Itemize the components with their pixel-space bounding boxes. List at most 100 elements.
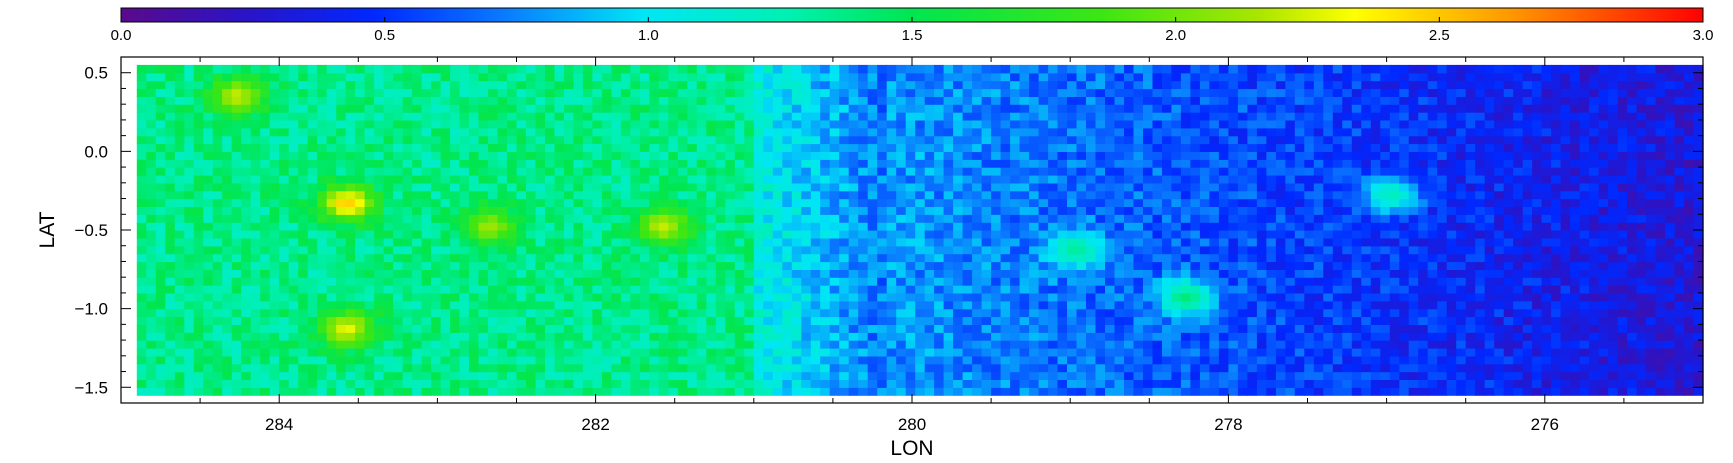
heatmap-cell xyxy=(620,167,631,176)
heatmap-cell xyxy=(601,198,612,207)
heatmap-cell xyxy=(412,190,423,200)
heatmap-cell xyxy=(858,379,869,388)
heatmap-cell xyxy=(174,190,185,200)
heatmap-cell xyxy=(478,175,489,184)
heatmap-cell xyxy=(915,285,926,294)
heatmap-cell xyxy=(981,119,992,129)
heatmap-cell xyxy=(393,355,404,365)
heatmap-cell xyxy=(421,159,432,168)
heatmap-cell xyxy=(1067,387,1078,396)
heatmap-cell xyxy=(364,214,375,223)
heatmap-cell xyxy=(877,151,888,160)
heatmap-cell xyxy=(715,285,726,294)
heatmap-cell xyxy=(241,285,252,294)
heatmap-cell xyxy=(336,182,347,192)
heatmap-cell xyxy=(886,127,897,137)
heatmap-cell xyxy=(867,80,878,90)
heatmap-cell xyxy=(326,175,337,184)
heatmap-cell xyxy=(1133,222,1144,231)
heatmap-cell xyxy=(364,96,375,105)
heatmap-cell xyxy=(820,285,831,294)
heatmap-cell xyxy=(241,355,252,365)
heatmap-cell xyxy=(155,253,166,263)
heatmap-cell xyxy=(715,292,726,302)
heatmap-cell xyxy=(1133,135,1144,145)
heatmap-cell xyxy=(820,72,831,82)
heatmap-cell xyxy=(269,316,280,325)
heatmap-cell xyxy=(915,230,926,239)
heatmap-cell xyxy=(1048,175,1059,184)
heatmap-cell xyxy=(601,379,612,388)
heatmap-cell xyxy=(687,112,698,121)
heatmap-cell xyxy=(193,340,204,349)
heatmap-cell xyxy=(715,198,726,207)
heatmap-cell xyxy=(981,245,992,255)
heatmap-cell xyxy=(526,300,537,310)
heatmap-cell xyxy=(1228,190,1239,200)
heatmap-cell xyxy=(1124,64,1135,74)
heatmap-cell xyxy=(383,324,394,333)
heatmap-cell xyxy=(1256,245,1267,255)
heatmap-cell xyxy=(867,308,878,318)
heatmap-cell xyxy=(1048,253,1059,263)
heatmap-cell xyxy=(231,198,242,207)
heatmap-cell xyxy=(231,332,242,341)
heatmap-cell xyxy=(791,340,802,349)
heatmap-cell xyxy=(1057,182,1068,192)
heatmap-cell xyxy=(991,214,1002,223)
heatmap-cell xyxy=(1067,80,1078,90)
heatmap-cell xyxy=(582,104,593,113)
heatmap-cell xyxy=(564,277,575,286)
heatmap-cell xyxy=(848,96,859,105)
heatmap-cell xyxy=(355,371,366,380)
heatmap-cell xyxy=(374,112,385,121)
heatmap-cell xyxy=(1199,253,1210,263)
heatmap-cell xyxy=(136,355,147,365)
heatmap-cell xyxy=(1076,151,1087,160)
heatmap-cell xyxy=(573,245,584,255)
heatmap-cell xyxy=(279,96,290,105)
heatmap-cell xyxy=(222,104,233,113)
heatmap-cell xyxy=(459,182,470,192)
heatmap-cell xyxy=(801,269,812,278)
heatmap-cell xyxy=(478,285,489,294)
heatmap-cell xyxy=(203,127,214,137)
heatmap-cell xyxy=(526,112,537,121)
heatmap-cell xyxy=(298,143,309,152)
heatmap-cell xyxy=(526,104,537,113)
heatmap-cell xyxy=(981,269,992,278)
heatmap-cell xyxy=(1180,72,1191,82)
heatmap-cell xyxy=(962,324,973,333)
heatmap-cell xyxy=(1228,214,1239,223)
heatmap-cell xyxy=(526,143,537,152)
heatmap-cell xyxy=(203,245,214,255)
heatmap-cell xyxy=(1000,72,1011,82)
heatmap-cell xyxy=(554,64,565,74)
heatmap-cell xyxy=(1114,245,1125,255)
heatmap-cell xyxy=(1152,379,1163,388)
heatmap-cell xyxy=(269,277,280,286)
heatmap-cell xyxy=(620,64,631,74)
heatmap-cell xyxy=(1190,198,1201,207)
heatmap-cell xyxy=(307,96,318,105)
heatmap-cell xyxy=(288,387,299,396)
heatmap-cell xyxy=(896,371,907,380)
heatmap-cell xyxy=(820,269,831,278)
heatmap-cell xyxy=(241,182,252,192)
heatmap-cell xyxy=(953,64,964,74)
heatmap-cell xyxy=(298,167,309,176)
heatmap-cell xyxy=(165,316,176,325)
heatmap-cell xyxy=(1209,387,1220,396)
heatmap-cell xyxy=(753,206,764,215)
heatmap-cell xyxy=(1010,88,1021,97)
heatmap-cell xyxy=(1067,269,1078,278)
heatmap-cell xyxy=(1228,316,1239,325)
heatmap-cell xyxy=(896,245,907,255)
heatmap-cell xyxy=(1105,143,1116,152)
heatmap-cell xyxy=(412,64,423,74)
heatmap-cell xyxy=(545,261,556,270)
heatmap-cell xyxy=(858,151,869,160)
heatmap-cell xyxy=(174,135,185,145)
heatmap-cell xyxy=(630,64,641,74)
heatmap-cell xyxy=(696,182,707,192)
